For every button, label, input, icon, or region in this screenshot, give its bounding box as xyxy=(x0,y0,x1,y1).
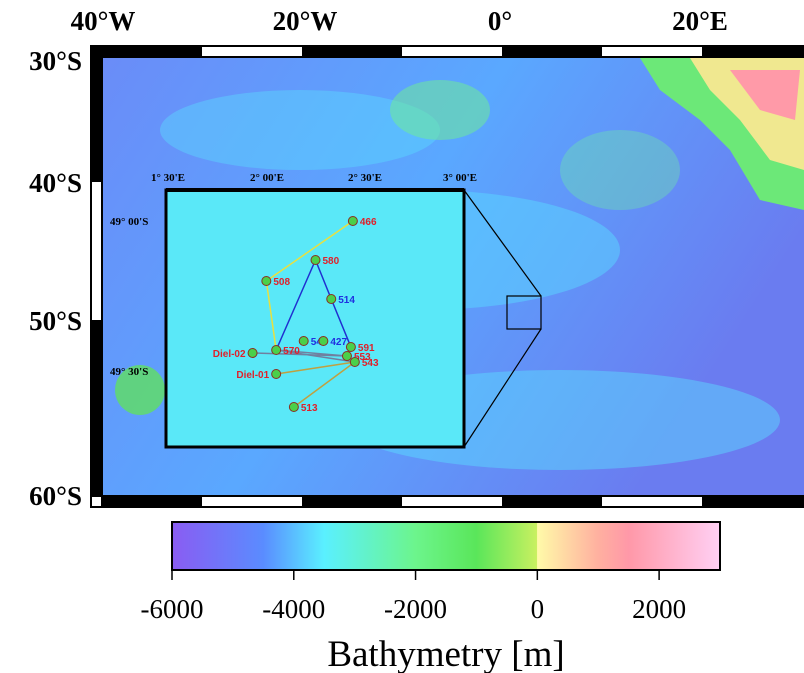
station xyxy=(310,255,321,265)
inset-pointer xyxy=(463,189,542,448)
station-label: Diel-02 xyxy=(213,349,246,360)
lon-label: 0° xyxy=(488,6,512,36)
station xyxy=(288,402,299,412)
station xyxy=(318,336,329,346)
colorbar-tick-label: -2000 xyxy=(384,594,447,624)
station-label: Diel-01 xyxy=(236,370,269,381)
lat-label: 50°S xyxy=(29,306,82,336)
station-label: 543 xyxy=(362,358,379,369)
station-label: 553 xyxy=(354,352,371,363)
lon-label: 20°E xyxy=(672,6,728,36)
inset-map: 466580508514546427591Diel-02570553543Die… xyxy=(164,188,466,449)
map-frame xyxy=(90,45,804,508)
station xyxy=(298,336,309,346)
colorbar-label: Bathymetry [m] xyxy=(327,634,564,673)
station-label: 514 xyxy=(338,295,355,306)
station-label: 508 xyxy=(273,277,290,288)
station xyxy=(347,216,358,226)
inset-lon-label: 1° 30'E xyxy=(151,172,185,184)
station xyxy=(326,294,337,304)
lon-label: 20°W xyxy=(273,6,338,36)
station-label: 591 xyxy=(358,343,375,354)
station-label: 427 xyxy=(330,337,347,348)
colorbar xyxy=(171,521,721,571)
lat-label: 60°S xyxy=(29,481,82,511)
station xyxy=(247,348,258,358)
station-label: 570 xyxy=(283,346,300,357)
station-label: 466 xyxy=(360,217,377,228)
inset-lon-label: 3° 00'E xyxy=(443,172,477,184)
colorbar-tick-label: -4000 xyxy=(262,594,325,624)
inset-lat-label: 49° 00'S xyxy=(110,216,148,228)
inset-lat-label: 49° 30'S xyxy=(110,366,148,378)
inset-lon-label: 2° 30'E xyxy=(348,172,382,184)
track xyxy=(252,349,355,363)
station xyxy=(271,369,282,379)
station xyxy=(349,357,360,367)
station xyxy=(261,276,272,286)
station xyxy=(271,345,282,355)
colorbar-tick-label: -6000 xyxy=(141,594,204,624)
lat-label: 30°S xyxy=(29,46,82,76)
colorbar-tick-label: 2000 xyxy=(632,594,686,624)
colorbar-tick-label: 0 xyxy=(531,594,545,624)
station-label: 513 xyxy=(301,403,318,414)
lon-label: 40°W xyxy=(71,6,136,36)
station xyxy=(345,342,356,352)
station xyxy=(341,351,352,361)
lat-label: 40°S xyxy=(29,168,82,198)
inset-lon-label: 2° 00'E xyxy=(250,172,284,184)
station-label: 580 xyxy=(323,256,340,267)
